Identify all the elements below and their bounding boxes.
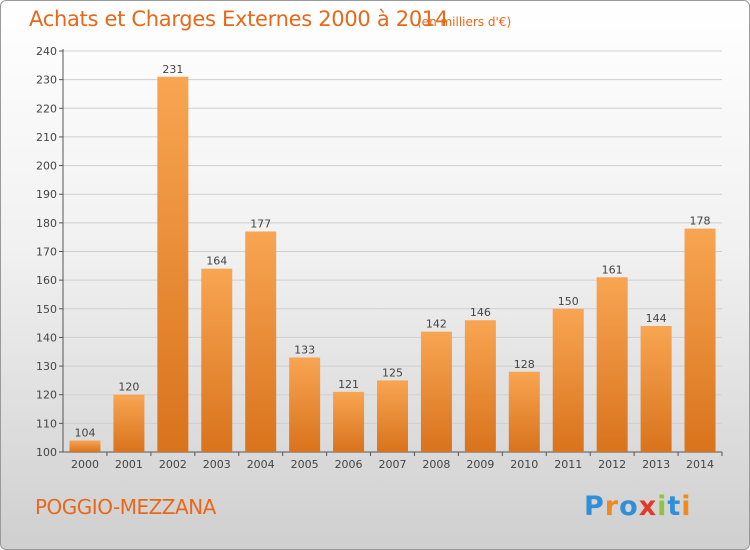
x-tick-label: 2002 (159, 458, 187, 471)
y-tick-label: 190 (36, 188, 57, 201)
data-label: 133 (294, 343, 315, 356)
data-label: 125 (382, 366, 403, 379)
data-label: 144 (646, 312, 667, 325)
x-tick-label: 2008 (422, 458, 450, 471)
x-tick-label: 2004 (247, 458, 275, 471)
y-tick-label: 240 (36, 45, 57, 58)
data-label: 121 (338, 378, 359, 391)
data-label: 161 (602, 263, 623, 276)
y-tick-label: 230 (36, 74, 57, 87)
x-tick-labels: 2000 2001 2002 2003 2004 2005 2006 2007 2008 2009… (71, 452, 722, 471)
bar (685, 229, 716, 452)
bar (597, 277, 628, 452)
bar (421, 332, 452, 452)
y-tick-label: 170 (36, 246, 57, 259)
bar (641, 326, 672, 452)
data-label: 104 (74, 427, 95, 440)
y-tick-label: 160 (36, 274, 57, 287)
y-tick-label: 200 (36, 160, 57, 173)
bar (69, 441, 100, 452)
data-label: 231 (162, 63, 183, 76)
y-tick-label: 150 (36, 303, 57, 316)
x-tick-label: 2006 (335, 458, 363, 471)
bar-chart: 100 110 120 130 140 150 160 170 180 190 200 210 220 2… (1, 1, 750, 550)
chart-frame: Achats et Charges Externes 2000 à 2014 (… (0, 0, 750, 550)
y-tick-label: 130 (36, 360, 57, 373)
y-tick-label: 110 (36, 417, 57, 430)
commune-name: POGGIO-MEZZANA (35, 495, 216, 519)
proxiti-logo: Proxiti (584, 487, 694, 523)
data-label: 128 (514, 358, 535, 371)
x-tick-label: 2012 (598, 458, 626, 471)
bar (289, 357, 320, 452)
bar (333, 392, 364, 452)
y-tick-label: 100 (36, 446, 57, 459)
bar (553, 309, 584, 452)
bar (377, 380, 408, 452)
bar (245, 231, 276, 452)
bar (157, 77, 188, 452)
data-label: 178 (690, 215, 711, 228)
data-label: 177 (250, 217, 271, 230)
svg-text:Proxiti: Proxiti (584, 491, 692, 522)
x-tick-label: 2010 (510, 458, 538, 471)
x-tick-label: 2011 (554, 458, 582, 471)
y-tick-label: 180 (36, 217, 57, 230)
bar (113, 395, 144, 452)
bar (509, 372, 540, 452)
x-tick-label: 2009 (466, 458, 494, 471)
data-label: 142 (426, 318, 447, 331)
y-tick-label: 210 (36, 131, 57, 144)
data-label: 120 (118, 381, 139, 394)
x-tick-label: 2001 (115, 458, 143, 471)
x-tick-label: 2014 (686, 458, 714, 471)
y-tick-label: 140 (36, 331, 57, 344)
y-tick-label: 120 (36, 389, 57, 402)
x-tick-label: 2005 (291, 458, 319, 471)
bar (201, 269, 232, 452)
data-label: 164 (206, 255, 227, 268)
y-tick-label: 220 (36, 102, 57, 115)
data-label: 146 (470, 306, 491, 319)
x-tick-label: 2000 (71, 458, 99, 471)
x-tick-label: 2007 (379, 458, 407, 471)
y-tick-labels: 100 110 120 130 140 150 160 170 180 190 200 210 220 2… (36, 45, 57, 459)
x-tick-label: 2013 (642, 458, 670, 471)
x-tick-label: 2003 (203, 458, 231, 471)
data-label: 150 (558, 295, 579, 308)
bar (465, 320, 496, 452)
